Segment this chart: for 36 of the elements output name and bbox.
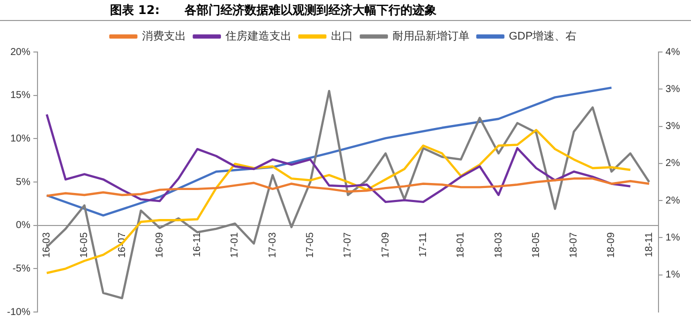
y-tick-label: 20% [10,46,30,58]
x-tick-label: 16-11 [192,232,204,258]
x-tick-label: 17-11 [418,232,429,258]
legend-label: 耐用品新增订单 [392,30,470,43]
x-tick-label: 16-05 [79,232,90,258]
y-tick-label: 15% [10,90,30,102]
x-tick-label: 18-07 [568,232,580,258]
chart-title: 图表 12: 各部门经济数据难以观测到经济大幅下行的迹象 [0,0,691,21]
y-tick-label: 5% [16,176,30,188]
legend-label: GDP增速、右 [508,30,577,43]
y-tick-label: 0% [16,220,30,232]
legend-label: 住房建造支出 [225,30,292,43]
x-tick-label: 17-09 [380,232,392,258]
x-tick-label: 18-05 [530,232,542,258]
x-tick-label: 18-03 [493,232,504,258]
y2-tick-label: 3% [666,84,680,95]
x-tick-label: 17-05 [305,232,316,258]
y2-tick-label: 1% [666,232,680,244]
y-tick-label: 10% [10,133,30,144]
x-tick-label: 18-01 [456,232,467,258]
y-tick-label: -5% [12,263,30,274]
y-tick-label: -10% [6,306,30,318]
y2-tick-label: 2% [666,158,680,170]
x-tick-label: 17-07 [342,232,354,258]
x-tick-label: 16-03 [42,232,53,258]
y2-tick-label: 2% [666,195,680,206]
y2-tick-label: 1% [666,270,680,281]
y2-tick-label: 3% [666,121,680,132]
x-tick-label: 18-09 [606,232,618,258]
y2-tick-label: 4% [666,46,680,58]
x-tick-label: 18-11 [644,232,655,258]
legend-label: 出口 [330,30,353,43]
x-tick-label: 17-03 [267,232,278,258]
legend-label: 消费支出 [142,30,186,43]
x-tick-label: 16-09 [154,232,166,258]
x-tick-label: 17-01 [230,232,241,258]
